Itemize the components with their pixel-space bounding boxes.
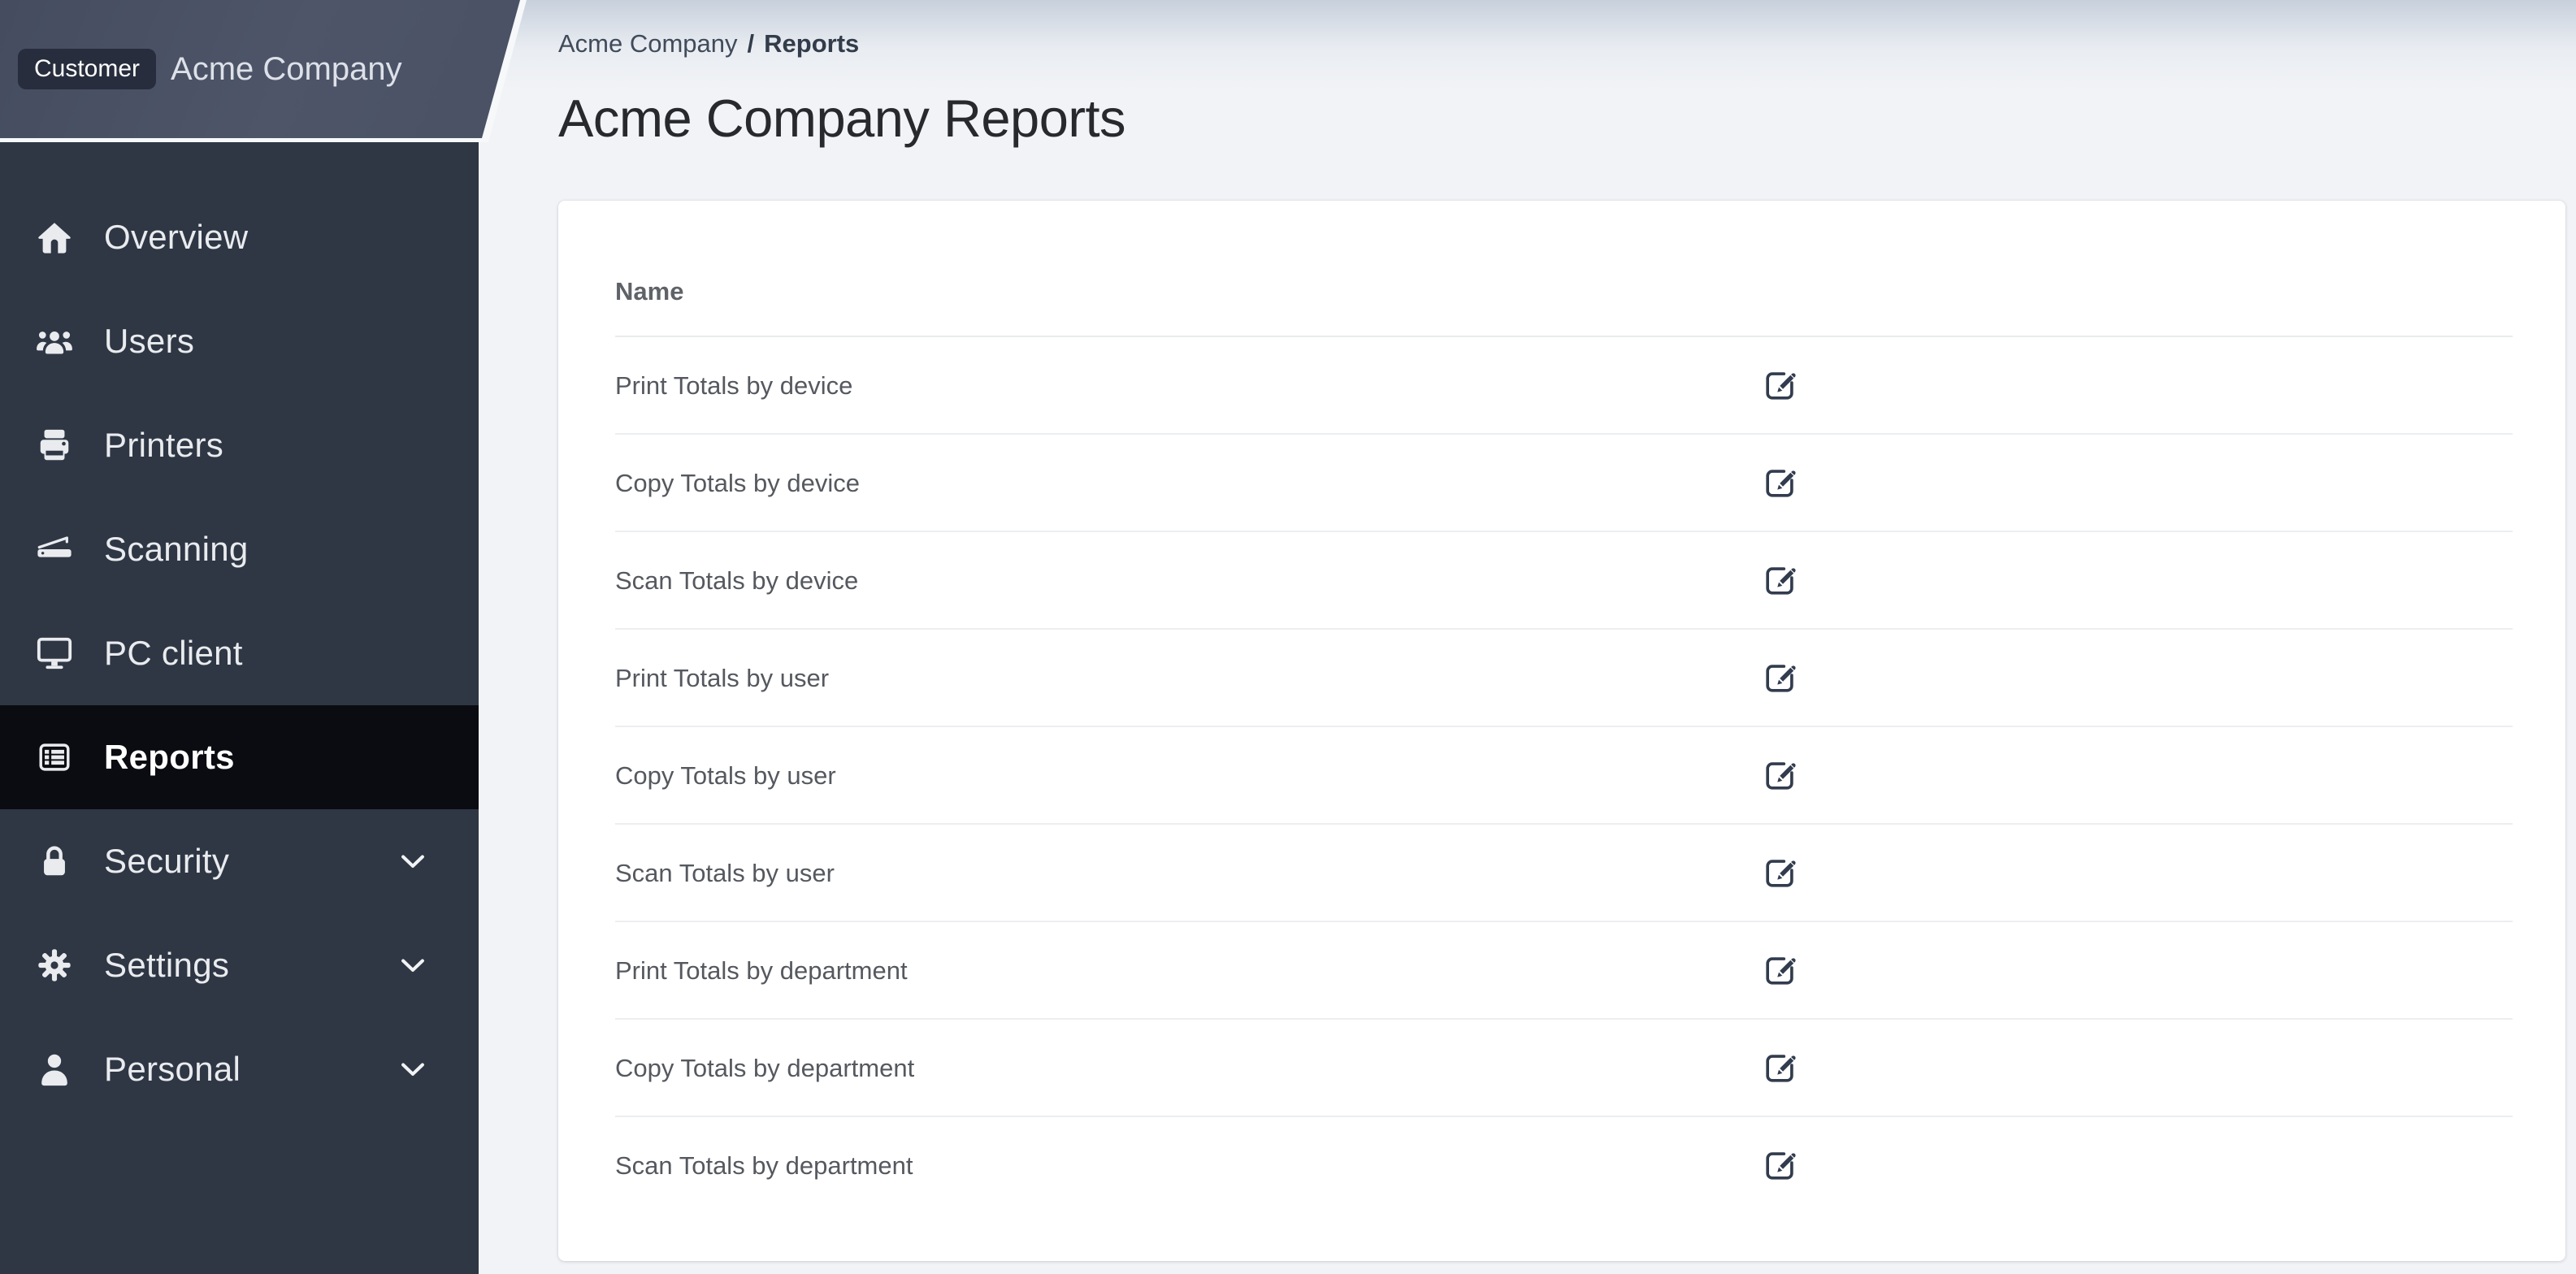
sidebar-item-label: Scanning — [104, 530, 249, 568]
table-header-row: Name — [558, 201, 2565, 337]
chevron-down-icon — [395, 947, 431, 983]
sidebar-item-reports[interactable]: Reports — [0, 705, 479, 809]
table-row: Print Totals by user — [558, 630, 2565, 727]
table-row: Copy Totals by device — [558, 435, 2565, 532]
sidebar-item-label: Personal — [104, 1050, 241, 1088]
company-name: Acme Company — [171, 50, 402, 87]
edit-icon — [1762, 659, 1799, 699]
sidebar-item-label: Security — [104, 842, 230, 880]
edit-icon — [1762, 854, 1799, 894]
table-row: Scan Totals by user — [558, 825, 2565, 922]
report-name: Scan Totals by department — [615, 1151, 913, 1180]
report-name: Copy Totals by department — [615, 1054, 915, 1082]
sidebar-header: Customer Acme Company — [0, 0, 520, 138]
sidebar-item-label: Reports — [104, 738, 235, 776]
report-name: Scan Totals by device — [615, 566, 859, 595]
chevron-down-icon — [395, 1051, 431, 1087]
sidebar-item-label: Settings — [104, 946, 230, 984]
table-row: Print Totals by department — [558, 922, 2565, 1020]
users-icon — [36, 323, 73, 360]
gear-icon — [36, 947, 73, 984]
report-name: Copy Totals by user — [615, 761, 836, 790]
edit-report-button[interactable] — [1758, 948, 1803, 994]
edit-report-button[interactable] — [1758, 753, 1803, 799]
table-row: Print Totals by device — [558, 337, 2565, 435]
edit-report-button[interactable] — [1758, 1046, 1803, 1091]
sidebar-item-label: PC client — [104, 634, 243, 672]
user-icon — [36, 1051, 73, 1088]
edit-report-button[interactable] — [1758, 363, 1803, 409]
edit-icon — [1762, 464, 1799, 504]
scanner-icon — [36, 531, 73, 568]
breadcrumb-parent-link[interactable]: Acme Company — [558, 29, 738, 58]
edit-icon — [1762, 561, 1799, 601]
edit-report-button[interactable] — [1758, 1143, 1803, 1189]
report-name: Print Totals by department — [615, 956, 908, 985]
breadcrumb-separator: / — [747, 29, 755, 58]
reports-card: Name Print Totals by device Copy Totals … — [558, 201, 2565, 1261]
desktop-icon — [36, 635, 73, 672]
sidebar-item-label: Overview — [104, 218, 249, 256]
edit-icon — [1762, 1049, 1799, 1089]
report-name: Scan Totals by user — [615, 859, 835, 887]
sidebar-item-scanning[interactable]: Scanning — [0, 497, 479, 601]
report-name: Print Totals by device — [615, 371, 853, 400]
table-body: Print Totals by device Copy Totals by de… — [558, 337, 2565, 1215]
sidebar-item-overview[interactable]: Overview — [0, 185, 479, 289]
page-title: Acme Company Reports — [558, 89, 1126, 148]
lock-icon — [36, 843, 73, 880]
edit-icon — [1762, 1146, 1799, 1186]
table-row: Scan Totals by department — [558, 1117, 2565, 1215]
sidebar-item-personal[interactable]: Personal — [0, 1017, 479, 1121]
main-content: Acme Company / Reports Acme Company Report… — [479, 0, 2576, 1274]
sidebar-item-label: Printers — [104, 426, 224, 464]
sidebar-item-settings[interactable]: Settings — [0, 913, 479, 1017]
table-list-icon — [36, 739, 73, 776]
chevron-down-icon — [395, 843, 431, 879]
customer-badge: Customer — [18, 49, 156, 89]
edit-report-button[interactable] — [1758, 558, 1803, 604]
edit-report-button[interactable] — [1758, 851, 1803, 896]
sidebar-item-pc-client[interactable]: PC client — [0, 601, 479, 705]
column-header-name: Name — [615, 277, 684, 306]
home-icon — [36, 219, 73, 256]
breadcrumb-current: Reports — [764, 29, 860, 58]
sidebar-item-users[interactable]: Users — [0, 289, 479, 393]
report-name: Copy Totals by device — [615, 469, 860, 497]
report-name: Print Totals by user — [615, 664, 830, 692]
breadcrumb: Acme Company / Reports — [558, 29, 859, 58]
edit-report-button[interactable] — [1758, 461, 1803, 506]
edit-icon — [1762, 951, 1799, 991]
table-row: Copy Totals by department — [558, 1020, 2565, 1117]
printer-icon — [36, 427, 73, 464]
sidebar-item-printers[interactable]: Printers — [0, 393, 479, 497]
sidebar-item-security[interactable]: Security — [0, 809, 479, 913]
edit-icon — [1762, 756, 1799, 796]
edit-icon — [1762, 366, 1799, 406]
table-row: Copy Totals by user — [558, 727, 2565, 825]
edit-report-button[interactable] — [1758, 656, 1803, 701]
sidebar-nav: Overview Users Printers Scanning PC clie… — [0, 185, 479, 1121]
sidebar-item-label: Users — [104, 322, 195, 360]
sidebar: Customer Acme Company Overview Users Pri… — [0, 0, 479, 1274]
table-row: Scan Totals by device — [558, 532, 2565, 630]
